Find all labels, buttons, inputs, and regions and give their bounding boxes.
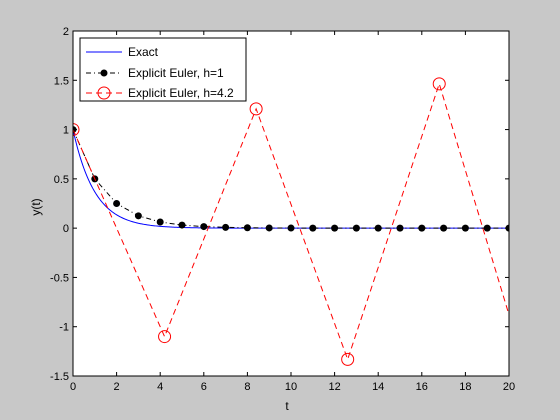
data-point-euler-h1 — [331, 224, 339, 232]
data-point-euler-h1 — [134, 212, 142, 220]
x-axis-label: t — [285, 399, 289, 413]
data-point-euler-h1 — [483, 224, 491, 232]
data-point-euler-h1 — [461, 224, 469, 232]
y-tick-label: 0.5 — [54, 174, 69, 186]
data-point-euler-h42 — [158, 330, 172, 344]
x-tick-label: 16 — [416, 381, 428, 393]
legend-marker-euler-h1 — [100, 69, 108, 77]
legend-marker-euler-h42 — [97, 86, 111, 100]
legend-label-euler-h42: Explicit Euler, h=4.2 — [128, 86, 234, 100]
y-tick-label: 0 — [63, 223, 69, 235]
y-tick-label: 2 — [63, 26, 69, 38]
x-tick-label: 6 — [201, 381, 207, 393]
y-tick-label: -0.5 — [50, 272, 69, 284]
x-tick-label: 20 — [503, 381, 515, 393]
x-tick-label: 2 — [114, 381, 120, 393]
data-point-euler-h1 — [113, 200, 121, 207]
x-tick-label: 10 — [285, 381, 297, 393]
data-point-euler-h1 — [309, 224, 317, 232]
y-axis-label: y(t) — [29, 198, 43, 215]
legend: Exact Explicit Euler, h=1 Explicit Euler… — [79, 37, 247, 102]
data-point-euler-h1 — [374, 224, 382, 232]
data-point-euler-h42 — [432, 77, 446, 91]
y-tick-label: -1 — [59, 322, 69, 334]
x-tick-label: 0 — [70, 381, 76, 393]
data-point-euler-h1 — [222, 223, 230, 231]
y-tick-label: 1.5 — [54, 75, 69, 87]
data-point-euler-h1 — [352, 224, 360, 232]
x-tick-label: 8 — [244, 381, 250, 393]
data-point-euler-h1 — [440, 224, 448, 232]
data-point-euler-h1 — [418, 224, 426, 232]
data-point-euler-h1 — [396, 224, 404, 232]
data-point-euler-h42 — [525, 381, 537, 393]
data-point-euler-h1 — [243, 224, 251, 232]
x-tick-label: 12 — [328, 381, 340, 393]
legend-label-exact: Exact — [128, 45, 159, 59]
x-tick-label: 14 — [372, 381, 384, 393]
legend-label-euler-h1: Explicit Euler, h=1 — [128, 66, 224, 80]
data-point-euler-h1 — [265, 224, 273, 232]
data-point-euler-h42 — [73, 123, 80, 137]
y-tick-label: 1 — [63, 125, 69, 137]
data-point-euler-h1 — [200, 223, 208, 231]
series-line-2 — [73, 82, 509, 361]
data-point-euler-h1 — [156, 218, 164, 226]
data-point-euler-h42 — [341, 352, 355, 366]
data-point-euler-h42 — [249, 102, 263, 116]
x-tick-label: 18 — [459, 381, 471, 393]
x-tick-label: 4 — [157, 381, 163, 393]
y-tick-label: -1.5 — [50, 371, 69, 383]
legend-box — [79, 37, 247, 102]
data-point-euler-h1 — [287, 224, 295, 232]
data-point-euler-h1 — [178, 221, 186, 229]
